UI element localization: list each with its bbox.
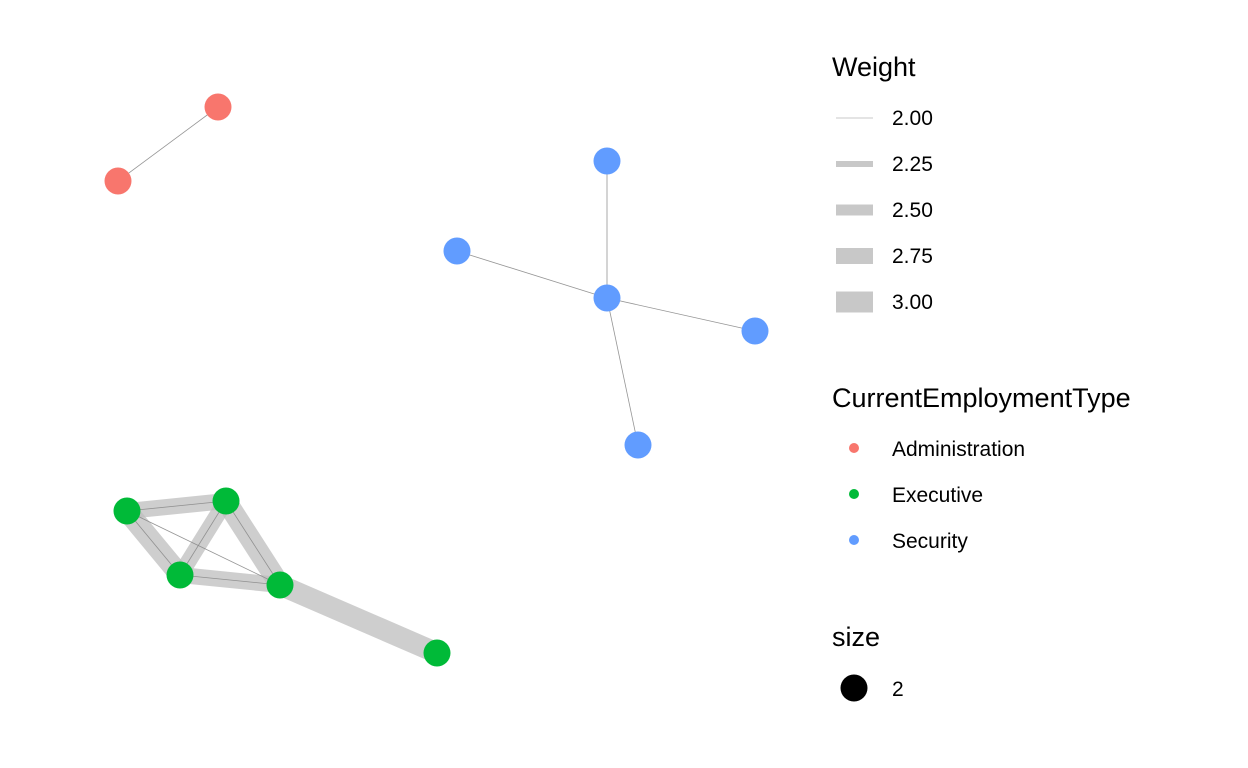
type-key-dot: [849, 489, 859, 499]
edge-e2-e3: [179, 500, 227, 576]
weight-key-label: 2.00: [892, 107, 933, 130]
size-key-dot: [840, 674, 868, 702]
employment-type-legend: CurrentEmploymentType Administration Exec…: [832, 383, 1131, 553]
legend: Weight 2.00 2.25 2.50 2.75 3.00 CurrentEmplo…: [832, 52, 1131, 702]
edge-a1-a2: [117, 106, 219, 182]
weight-key-swatch: [836, 161, 873, 167]
type-key-dot: [849, 443, 859, 453]
edge-s6-s2: [456, 250, 608, 299]
weight-legend-title: Weight: [832, 52, 916, 82]
edge-e3-e4: [179, 574, 281, 586]
weight-key-swatch: [836, 117, 873, 119]
node-security-s1: [593, 147, 621, 175]
weight-key-label: 3.00: [892, 291, 933, 314]
type-key-dot: [849, 535, 859, 545]
edges-layer: [117, 106, 756, 663]
node-security-s2: [443, 237, 471, 265]
size-legend-title: size: [832, 622, 880, 652]
weight-key-swatch: [836, 204, 873, 216]
node-executive-e4: [266, 571, 294, 599]
nodes-layer: [104, 93, 769, 667]
edge-e2-e4: [225, 500, 281, 586]
edge-s6-s4: [606, 297, 639, 446]
node-executive-e2: [212, 487, 240, 515]
node-security-s3: [741, 317, 769, 345]
node-security-s6: [593, 284, 621, 312]
weight-key-label: 2.50: [892, 199, 933, 222]
size-key-label: 2: [892, 678, 904, 701]
node-executive-e3: [166, 561, 194, 589]
edge-s6-s3: [606, 297, 756, 332]
edge-e1-e3: [126, 510, 181, 576]
type-key-label: Administration: [892, 438, 1025, 461]
edge-e4-e5: [275, 575, 442, 663]
type-key-label: Executive: [892, 484, 983, 507]
node-executive-e1: [113, 497, 141, 525]
weight-key-label: 2.25: [892, 153, 933, 176]
weight-legend: Weight 2.00 2.25 2.50 2.75 3.00: [832, 52, 933, 314]
node-administration-a2: [204, 93, 232, 121]
weight-key-swatch: [836, 248, 873, 264]
node-executive-e5: [423, 639, 451, 667]
edge-e1-e4: [126, 510, 281, 586]
size-legend: size 2: [832, 622, 904, 702]
edge-e1-e2: [126, 500, 227, 512]
type-key-label: Security: [892, 530, 968, 553]
weight-key-swatch: [836, 291, 873, 313]
employment-type-legend-title: CurrentEmploymentType: [832, 383, 1131, 413]
weight-key-label: 2.75: [892, 245, 933, 268]
node-administration-a1: [104, 167, 132, 195]
node-security-s4: [624, 431, 652, 459]
